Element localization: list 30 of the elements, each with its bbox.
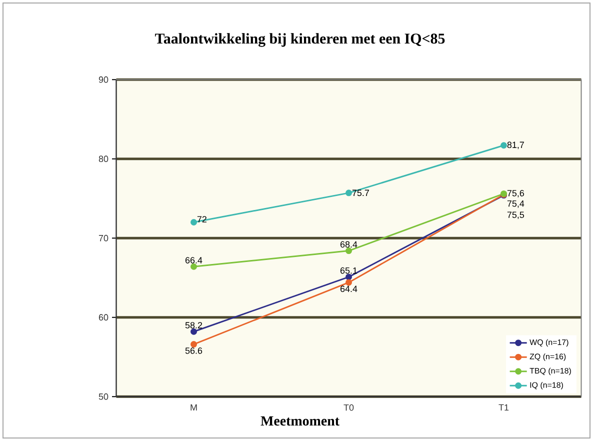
x-axis-title: Meetmoment [260, 416, 340, 426]
x-tick-label: T1 [498, 404, 509, 411]
y-tick-label: 50 [98, 393, 108, 400]
point [346, 248, 352, 254]
chart-title: Taalontwikkeling bij kinderen met een IQ<85 [155, 33, 445, 47]
data-label: 75.7 [352, 190, 369, 196]
point [190, 341, 198, 348]
data-label: 65.1 [340, 267, 358, 274]
data-label: 68.4 [340, 241, 358, 248]
point [190, 263, 198, 270]
y-tick-label: 70 [98, 234, 108, 242]
data-label: 64.4 [340, 286, 358, 292]
data-label: 75,6 [507, 190, 524, 198]
y-tick-label: 90 [98, 76, 108, 83]
data-label: 66.4 [185, 257, 202, 264]
data-label: 75,5 [507, 212, 524, 220]
data-label: 75,4 [507, 200, 524, 208]
point [500, 142, 508, 149]
x-tick-label: T0 [344, 404, 354, 411]
data-label: 58.2 [185, 322, 202, 328]
point [346, 279, 352, 286]
x-tick-label: M [190, 404, 197, 411]
data-label: 56.6 [185, 347, 202, 354]
y-tick-label: 80 [98, 156, 108, 162]
point [190, 219, 198, 226]
point [346, 190, 352, 196]
data-label: 81,7 [507, 142, 524, 150]
y-tick-label: 60 [98, 314, 108, 321]
point [346, 274, 352, 280]
point [190, 328, 198, 335]
